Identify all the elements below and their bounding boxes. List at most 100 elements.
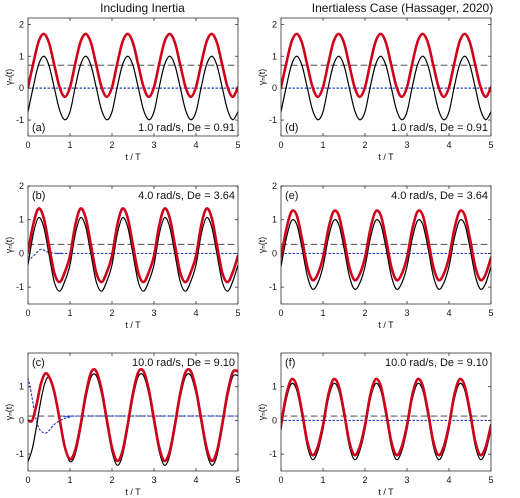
series-group [281,32,491,121]
x-tick-label: 1 [320,308,325,318]
y-axis-label: γₙ(t) [4,404,14,421]
x-tick-label: 0 [25,308,30,318]
y-tick-label: -1 [16,115,24,125]
x-tick-label: 0 [278,308,283,318]
y-tick-label: 1 [272,215,277,225]
x-tick-label: 2 [362,475,367,485]
x-axis-label: t / T [378,487,394,497]
y-tick-label: 2 [19,181,24,191]
x-tick-label: 1 [67,308,72,318]
x-tick-label: 5 [488,308,493,318]
x-tick-label: 2 [109,308,114,318]
x-tick-label: 0 [25,140,30,150]
x-tick-label: 0 [25,475,30,485]
x-tick-label: 5 [488,140,493,150]
x-axis-label: t / T [378,320,394,330]
series-line-solid-thin-black [28,216,238,292]
series-group [28,207,238,292]
x-tick-label: 1 [320,140,325,150]
axes-frame [27,185,239,305]
series-line-dotted-blue [28,248,238,262]
panel-label: (d) [285,122,298,134]
series-line-solid-thick-red [281,209,491,282]
panel-annotation: 4.0 rad/s, De = 3.64 [391,190,488,202]
series-line-solid-thin-black [281,382,491,461]
y-tick-label: 2 [272,181,277,191]
panel-label: (a) [32,122,45,134]
y-tick-label: -1 [269,282,277,292]
series-line-solid-thin-black [281,219,491,291]
x-tick-label: 0 [278,140,283,150]
x-tick-label: 2 [362,140,367,150]
y-tick-label: 1 [19,382,24,392]
x-axis-label: t / T [125,487,141,497]
y-tick-label: 1 [19,51,24,61]
x-tick-label: 4 [193,308,198,318]
panel-annotation: 10.0 rad/s, De = 9.10 [132,357,235,369]
axes-frame [27,352,239,472]
panel-label: (b) [32,190,45,202]
panel-annotation: 1.0 rad/s, De = 0.91 [391,122,488,134]
x-axis-label: t / T [125,152,141,162]
series-line-solid-thick-red [28,367,238,463]
axes-frame [280,185,492,305]
x-tick-label: 3 [404,308,409,318]
series-line-solid-thick-red [281,377,491,457]
panel-e: 0 1 2 3 4 5 -1 0 1 2 t / T γₙ(t) (e) 4.0 rad/s, De = … [257,181,494,330]
y-axis-label: γₙ(t) [4,69,14,86]
x-tick-label: 4 [193,140,198,150]
y-tick-label: -1 [16,449,24,459]
y-axis-label: γₙ(t) [257,404,267,421]
x-tick-label: 4 [446,140,451,150]
y-tick-label: 0 [272,415,277,425]
x-tick-label: 4 [446,475,451,485]
y-axis-label: γₙ(t) [4,237,14,254]
x-tick-label: 1 [320,475,325,485]
y-tick-label: 0 [19,83,24,93]
y-tick-label: 1 [272,382,277,392]
panel-a: 0 1 2 3 4 5 -1 0 1 2 t / T γₙ(t) (a) 1.0 rad/s, De = … [4,17,241,162]
y-tick-label: 1 [19,215,24,225]
panel-label: (c) [32,357,45,369]
series-group [28,367,238,466]
panel-b: 0 1 2 3 4 5 -1 0 1 2 t / T γₙ(t) (b) 4.0 rad/s, De = … [4,181,241,330]
panel-annotation: 4.0 rad/s, De = 3.64 [138,190,235,202]
panel-f: 0 1 2 3 4 5 -1 0 1 t / T γₙ(t) (f) 10.0 rad/s, De = … [257,352,494,497]
x-tick-label: 0 [278,475,283,485]
series-line-solid-thin-black [281,55,491,121]
x-tick-label: 5 [235,308,240,318]
y-axis-label: γₙ(t) [257,69,267,86]
y-tick-label: -1 [269,449,277,459]
x-tick-label: 5 [235,140,240,150]
series-line-dotted-blue [28,377,238,434]
y-tick-label: 1 [272,51,277,61]
x-tick-label: 3 [151,140,156,150]
panel-label: (f) [285,357,295,369]
x-tick-label: 3 [404,140,409,150]
panel-annotation: 1.0 rad/s, De = 0.91 [138,122,235,134]
x-tick-label: 3 [151,475,156,485]
x-tick-label: 2 [109,475,114,485]
x-tick-label: 5 [488,475,493,485]
series-line-solid-thick-red [281,32,491,99]
right-column-title: Inertialess Case (Hassager, 2020) [311,1,494,15]
axes-frame [280,352,492,472]
series-line-solid-thick-red [28,32,238,99]
series-group [28,32,238,121]
y-tick-label: -1 [269,115,277,125]
series-line-solid-thin-black [28,55,238,121]
y-tick-label: -1 [16,282,24,292]
x-tick-label: 1 [67,140,72,150]
panel-d: 0 1 2 3 4 5 -1 0 1 2 t / T γₙ(t) (d) 1.0 rad/s, De = … [257,17,494,162]
series-line-solid-thick-red [28,207,238,284]
y-tick-label: 0 [272,248,277,258]
panel-label: (e) [285,190,298,202]
x-tick-label: 2 [362,308,367,318]
y-tick-label: 0 [19,415,24,425]
panel-annotation: 10.0 rad/s, De = 9.10 [385,357,488,369]
axes-frame [27,17,239,137]
y-tick-label: 0 [19,248,24,258]
x-tick-label: 4 [193,475,198,485]
